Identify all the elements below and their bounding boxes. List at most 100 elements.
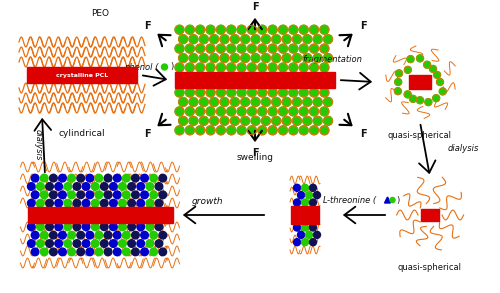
Circle shape bbox=[36, 200, 44, 207]
Circle shape bbox=[292, 54, 302, 62]
Circle shape bbox=[262, 98, 270, 106]
Circle shape bbox=[175, 44, 184, 53]
Circle shape bbox=[68, 231, 76, 239]
Circle shape bbox=[189, 54, 198, 62]
Circle shape bbox=[50, 174, 57, 182]
Circle shape bbox=[320, 107, 329, 116]
Text: dialysis: dialysis bbox=[34, 129, 42, 161]
Circle shape bbox=[302, 184, 308, 191]
Circle shape bbox=[298, 231, 304, 238]
Circle shape bbox=[302, 239, 308, 246]
Circle shape bbox=[313, 35, 322, 44]
Circle shape bbox=[50, 191, 57, 199]
Circle shape bbox=[50, 231, 57, 239]
Text: phenol (: phenol ( bbox=[124, 62, 158, 71]
Polygon shape bbox=[384, 197, 390, 203]
Circle shape bbox=[320, 63, 329, 72]
Circle shape bbox=[216, 44, 226, 53]
Circle shape bbox=[240, 35, 250, 44]
Circle shape bbox=[137, 200, 144, 207]
Circle shape bbox=[159, 174, 166, 182]
Bar bbox=[27, 67, 137, 83]
Circle shape bbox=[289, 25, 298, 34]
Circle shape bbox=[82, 240, 90, 247]
Circle shape bbox=[58, 231, 66, 239]
Circle shape bbox=[262, 54, 270, 62]
Circle shape bbox=[77, 174, 84, 182]
Circle shape bbox=[186, 44, 194, 53]
Circle shape bbox=[248, 126, 256, 135]
Circle shape bbox=[237, 25, 246, 34]
Circle shape bbox=[175, 107, 184, 116]
Circle shape bbox=[64, 223, 72, 231]
Circle shape bbox=[248, 25, 256, 34]
Circle shape bbox=[196, 44, 204, 53]
Circle shape bbox=[36, 240, 44, 247]
Circle shape bbox=[189, 98, 198, 106]
Circle shape bbox=[210, 54, 218, 62]
Circle shape bbox=[122, 248, 130, 256]
Circle shape bbox=[95, 248, 102, 256]
Circle shape bbox=[178, 98, 188, 106]
Circle shape bbox=[110, 223, 117, 231]
Circle shape bbox=[82, 183, 90, 190]
Circle shape bbox=[46, 200, 54, 207]
Circle shape bbox=[186, 107, 194, 116]
Circle shape bbox=[114, 231, 121, 239]
Circle shape bbox=[248, 88, 256, 97]
Circle shape bbox=[64, 240, 72, 247]
Circle shape bbox=[196, 88, 204, 97]
Circle shape bbox=[186, 126, 194, 135]
Text: dialysis: dialysis bbox=[448, 144, 480, 153]
Circle shape bbox=[251, 116, 260, 125]
Circle shape bbox=[237, 88, 246, 97]
Circle shape bbox=[251, 35, 260, 44]
Text: F: F bbox=[360, 129, 366, 139]
Circle shape bbox=[268, 25, 277, 34]
Circle shape bbox=[77, 231, 84, 239]
Circle shape bbox=[100, 183, 108, 190]
Circle shape bbox=[390, 197, 395, 202]
Circle shape bbox=[122, 231, 130, 239]
Circle shape bbox=[230, 98, 239, 106]
Circle shape bbox=[302, 199, 308, 206]
Circle shape bbox=[272, 98, 281, 106]
Circle shape bbox=[58, 174, 66, 182]
Circle shape bbox=[46, 223, 54, 231]
Circle shape bbox=[299, 88, 308, 97]
Circle shape bbox=[237, 44, 246, 53]
Circle shape bbox=[282, 116, 291, 125]
Circle shape bbox=[424, 61, 430, 68]
Circle shape bbox=[40, 231, 48, 239]
Circle shape bbox=[216, 88, 226, 97]
Circle shape bbox=[178, 54, 188, 62]
Circle shape bbox=[140, 191, 148, 199]
Circle shape bbox=[230, 35, 239, 44]
Circle shape bbox=[73, 183, 80, 190]
Circle shape bbox=[100, 240, 108, 247]
Circle shape bbox=[289, 63, 298, 72]
Circle shape bbox=[324, 116, 332, 125]
Circle shape bbox=[82, 223, 90, 231]
Circle shape bbox=[128, 240, 136, 247]
Bar bbox=[28, 207, 172, 223]
Circle shape bbox=[73, 200, 80, 207]
Circle shape bbox=[407, 56, 414, 63]
Circle shape bbox=[146, 240, 154, 247]
Circle shape bbox=[310, 88, 318, 97]
Circle shape bbox=[189, 116, 198, 125]
Circle shape bbox=[162, 64, 168, 70]
Circle shape bbox=[196, 107, 204, 116]
Circle shape bbox=[110, 240, 117, 247]
Circle shape bbox=[132, 248, 139, 256]
Circle shape bbox=[92, 183, 99, 190]
Circle shape bbox=[320, 25, 329, 34]
Circle shape bbox=[237, 107, 246, 116]
Text: F: F bbox=[144, 21, 150, 31]
Circle shape bbox=[196, 63, 204, 72]
Circle shape bbox=[251, 54, 260, 62]
Circle shape bbox=[313, 54, 322, 62]
Circle shape bbox=[278, 44, 287, 53]
Circle shape bbox=[77, 248, 84, 256]
Circle shape bbox=[140, 231, 148, 239]
